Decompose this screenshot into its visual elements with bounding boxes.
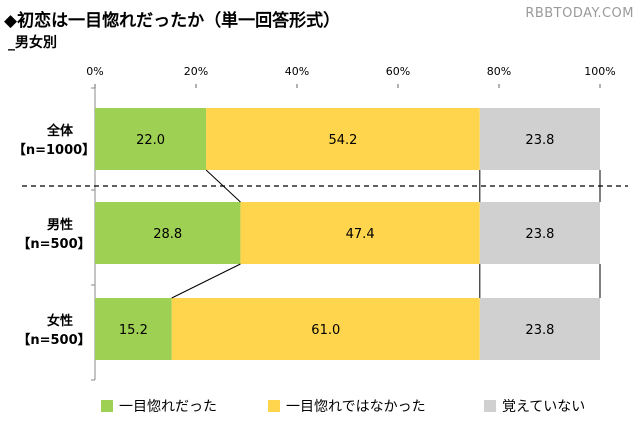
chart-subtitle: _男女別 [8,35,57,51]
data-label: 28.8 [153,227,182,242]
bar-segment [95,202,241,264]
legend-label: 一目惚れだった [119,399,217,415]
legend-label: 覚えていない [502,399,585,415]
bar-segment [95,108,207,170]
data-label: 15.2 [119,323,148,338]
bar-segment [95,298,172,360]
x-tick-label: 40% [285,65,309,78]
data-label: 23.8 [525,323,554,338]
data-label: 54.2 [328,133,357,148]
x-tick-label: 0% [86,65,103,78]
x-tick-label: 60% [386,65,410,78]
series-connector-line [205,169,241,203]
data-label: 61.0 [311,323,340,338]
bar-segment [479,202,600,264]
bar-segment [479,108,600,170]
x-tick-label: 100% [584,65,615,78]
data-label: 23.8 [525,227,554,242]
category-sample-label: 【n=500】 [17,332,90,348]
legend-swatch [484,400,496,412]
legend-swatch [268,400,280,412]
category-label: 全体 [46,123,74,139]
bar-segment [206,108,480,170]
watermark: RBBTODAY.COM [525,6,634,21]
bar-segment [171,298,480,360]
category-sample-label: 【n=500】 [17,236,90,252]
legend-swatch [101,400,113,412]
category-label: 女性 [47,313,73,329]
data-label: 22.0 [136,133,165,148]
category-sample-label: 【n=1000】 [13,142,95,158]
legend-label: 一目惚れではなかった [286,399,426,415]
data-label: 47.4 [346,227,375,242]
chart-title: ◆初恋は一目惚れだったか（単一回答形式） [4,11,341,31]
bar-segment [240,202,480,264]
x-tick-label: 80% [487,65,511,78]
data-label: 23.8 [525,133,554,148]
bar-segment [479,298,600,360]
series-connector-line [171,263,241,299]
x-tick-label: 20% [184,65,208,78]
category-label: 男性 [47,217,73,233]
